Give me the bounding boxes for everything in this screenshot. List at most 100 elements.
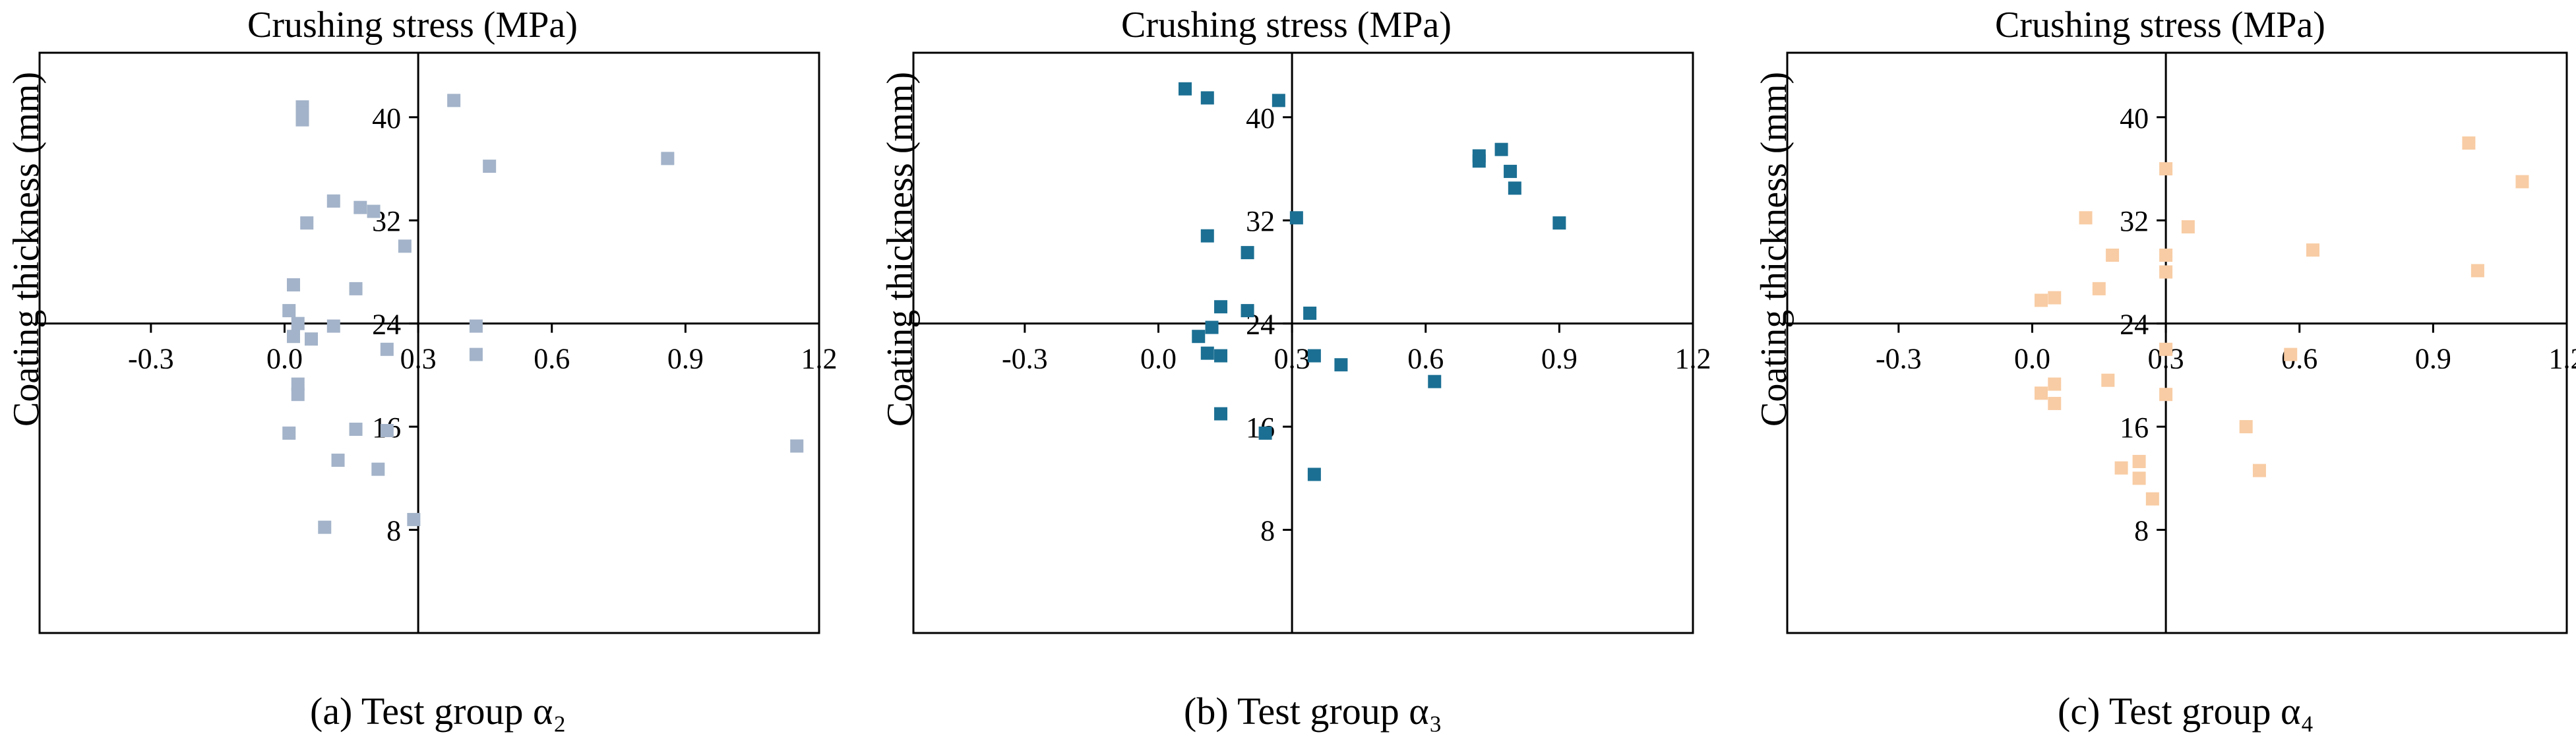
- panel-a-ylabel: Coating thickness (mm): [5, 123, 47, 427]
- panel-c-y-tick-label: 32: [2120, 205, 2149, 237]
- panel-c-caption: (c) Test group α₄: [2058, 689, 2314, 733]
- panel-a-data-point: [407, 513, 420, 526]
- panel-c-data-point: [2048, 397, 2061, 410]
- panel-c-data-point: [2133, 471, 2146, 485]
- panel-c-data-point: [2101, 374, 2114, 387]
- panel-b-data-point: [1290, 211, 1303, 224]
- panel-b-data-point: [1214, 300, 1227, 313]
- panel-a-data-point: [287, 330, 300, 343]
- panel-a-data-point: [291, 317, 305, 330]
- panel-a-data-point: [282, 304, 295, 317]
- panel-b-data-point: [1214, 349, 1227, 363]
- panel-a-data-point: [305, 332, 318, 346]
- panel-a-x-tick-label: 0.9: [667, 343, 704, 375]
- panel-b-x-tick-label: 0.3: [1274, 343, 1310, 375]
- panel-c-y-tick-label: 40: [2120, 102, 2149, 135]
- panel-c-data-point: [2182, 220, 2195, 233]
- panel-a-data-point: [371, 463, 384, 476]
- panel-b-x-tick-label: 0.6: [1407, 343, 1444, 375]
- panel-a-data-point: [350, 282, 363, 295]
- panel-c-ylabel: Coating thickness (mm): [1753, 123, 1795, 427]
- panel-c-data-point: [2035, 293, 2048, 307]
- panel-a-x-tick-label: 0.3: [400, 343, 437, 375]
- panel-a-data-point: [327, 195, 340, 208]
- panel-b-data-point: [1508, 181, 1521, 195]
- panel-a-data-point: [483, 160, 496, 173]
- panel-b-data-point: [1206, 321, 1219, 334]
- panel-a-data-point: [790, 439, 803, 452]
- panel-b-ylabel: Coating thickness (mm): [879, 123, 921, 427]
- panel-c-plot: -0.30.00.30.60.91.2816243240: [1787, 53, 2576, 633]
- panel-b-data-point: [1308, 349, 1321, 363]
- panel-b-y-tick-label: 40: [1246, 102, 1275, 135]
- panel-c-title: Crushing stress (MPa): [1995, 4, 2325, 46]
- panel-c-y-tick-label: 24: [2120, 309, 2149, 341]
- panel-a-data-point: [470, 320, 483, 333]
- panel-b-plot: -0.30.00.30.60.91.2816243240: [913, 53, 1711, 633]
- panel-b-data-point: [1473, 154, 1486, 167]
- panel-c-data-point: [2159, 249, 2172, 262]
- panel-b-x-tick-label: 0.9: [1541, 343, 1578, 375]
- panel-a-data-point: [381, 343, 394, 356]
- panel-c-x-tick-label: 1.2: [2549, 343, 2576, 375]
- panel-b-data-point: [1272, 94, 1285, 107]
- panel-c-data-point: [2462, 136, 2475, 150]
- panel-b-data-point: [1179, 82, 1192, 96]
- panel-a-data-point: [447, 94, 460, 107]
- panel-c-y-tick-label: 16: [2120, 411, 2149, 444]
- panel-c-y-tick-label: 8: [2134, 515, 2149, 547]
- panel-b-data-point: [1241, 304, 1254, 317]
- panel-b-data-point: [1334, 358, 1347, 371]
- panel-c-data-point: [2079, 211, 2093, 224]
- panel-a-data-point: [350, 423, 363, 436]
- panel-b-y-tick-label: 8: [1260, 515, 1275, 547]
- panel-a-data-point: [381, 424, 394, 437]
- panel-b-data-point: [1201, 229, 1214, 243]
- panel-b-data-point: [1428, 375, 1441, 388]
- panel-c-x-tick-label: -0.3: [1876, 343, 1922, 375]
- panel-c-data-point: [2133, 455, 2146, 468]
- panel-a-data-point: [353, 201, 367, 214]
- panel-b-title: Crushing stress (MPa): [1121, 4, 1452, 46]
- panel-a-x-tick-label: -0.3: [128, 343, 174, 375]
- panel-c-data-point: [2159, 265, 2172, 278]
- panel-a-caption: (a) Test group α₂: [310, 689, 567, 733]
- panel-a-data-point: [296, 113, 309, 127]
- panel-a-data-point: [282, 427, 295, 440]
- panel-c-x-tick-label: 0.9: [2415, 343, 2451, 375]
- panel-a-data-point: [300, 216, 313, 229]
- panel-c-data-point: [2159, 343, 2172, 356]
- panel-b-data-point: [1201, 91, 1214, 104]
- panel-b-data-point: [1504, 165, 1517, 178]
- panel-a-title: Crushing stress (MPa): [247, 4, 578, 46]
- panel-c-data-point: [2048, 378, 2061, 391]
- panel-c-data-point: [2306, 243, 2319, 256]
- panel-c-data-point: [2115, 462, 2128, 475]
- panel-b-data-point: [1214, 407, 1227, 421]
- panel-c-data-point: [2471, 264, 2484, 277]
- panel-b-data-point: [1201, 347, 1214, 360]
- panel-a-data-point: [287, 278, 300, 291]
- panel-b-x-tick-label: -0.3: [1002, 343, 1048, 375]
- panel-b-data-point: [1552, 216, 1566, 229]
- panel-a-x-tick-label: 0.6: [534, 343, 570, 375]
- panel-b-data-point: [1495, 143, 1508, 156]
- panel-a-data-point: [332, 454, 345, 467]
- panel-b-data-point: [1192, 330, 1205, 343]
- panel-b-data-point: [1259, 427, 1272, 440]
- panel-c-data-point: [2159, 388, 2172, 401]
- panel-c-x-tick-label: 0.0: [2014, 343, 2050, 375]
- panel-c-data-point: [2106, 249, 2119, 262]
- panel-a-data-point: [398, 239, 412, 253]
- panel-c-data-point: [2146, 493, 2159, 506]
- panel-c-data-point: [2048, 291, 2061, 305]
- panel-b-data-point: [1303, 307, 1316, 320]
- panel-c-data-point: [2240, 420, 2253, 433]
- panel-a-y-tick-label: 40: [372, 102, 401, 135]
- panel-a-data-point: [661, 152, 674, 165]
- panel-c-data-point: [2515, 175, 2529, 189]
- panel-a-x-tick-label: 1.2: [801, 343, 838, 375]
- panel-a-data-point: [291, 388, 305, 401]
